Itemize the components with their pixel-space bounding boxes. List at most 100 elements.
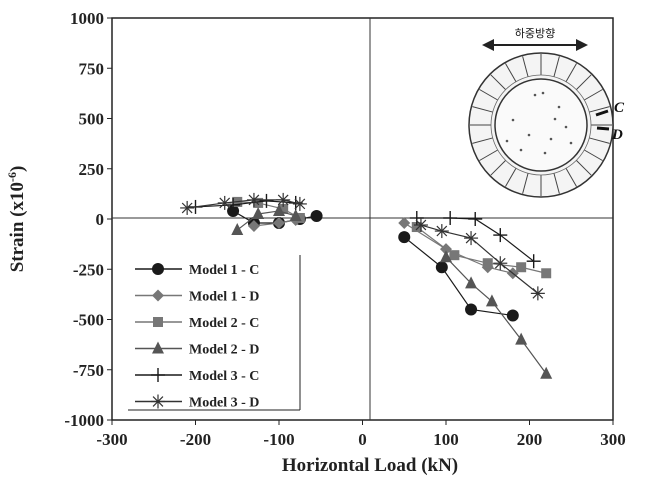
series-6 xyxy=(180,192,545,301)
circle-marker xyxy=(152,263,164,275)
square-marker xyxy=(278,203,289,214)
aggregate-dot xyxy=(557,105,561,109)
aggregate-dot xyxy=(564,125,568,129)
gauge-c-mark xyxy=(595,109,609,117)
triangle-marker xyxy=(485,294,498,307)
ring-divider xyxy=(505,168,517,187)
y-axis-title: Strain (x10-6) xyxy=(5,166,28,273)
y-tick-label: 1000 xyxy=(70,9,104,28)
series-line xyxy=(237,201,301,219)
plus-marker xyxy=(409,210,424,225)
triangle-marker xyxy=(465,276,478,289)
triangle-marker xyxy=(515,332,528,345)
ring-divider xyxy=(576,74,592,90)
square-marker xyxy=(153,317,163,327)
core-aggregate xyxy=(505,91,573,155)
ring-divider xyxy=(584,89,603,101)
ring-divider xyxy=(589,106,610,113)
ring-divider xyxy=(584,149,603,161)
ring-divider xyxy=(553,56,560,77)
series-2 xyxy=(247,214,519,280)
circle-marker xyxy=(310,209,323,222)
aggregate-dot xyxy=(553,117,557,121)
y-tick-label: -500 xyxy=(73,311,104,330)
callout-c: C xyxy=(614,100,625,116)
square-marker xyxy=(541,268,552,279)
diamond-marker xyxy=(398,217,411,230)
plus-marker xyxy=(259,193,274,208)
x-tick-label: 0 xyxy=(358,430,367,449)
legend-label: Model 1 - D xyxy=(189,290,259,305)
y-axis-ticks: 1000 750 500 250 0 -250 -500 -750 -1000 xyxy=(64,9,112,430)
legend-label: Model 1 - C xyxy=(189,263,259,278)
cross-section-inset: 하중방향 C D xyxy=(468,26,625,198)
plus-marker xyxy=(151,368,165,382)
series-line xyxy=(403,236,513,317)
ring-divider xyxy=(553,173,560,194)
legend-label: Model 3 - D xyxy=(189,396,259,411)
square-marker xyxy=(449,250,460,261)
legend-label: Model 3 - C xyxy=(189,369,259,384)
ring-divider xyxy=(565,168,577,187)
triangle-marker xyxy=(440,250,452,263)
ring-divider xyxy=(565,63,577,82)
y-axis-title-exponent: -6 xyxy=(5,172,19,182)
asterisk-marker xyxy=(292,196,307,211)
triangle-marker xyxy=(252,206,265,219)
aggregate-dot xyxy=(543,151,547,155)
y-tick-label: 500 xyxy=(79,110,105,129)
aggregate-dot xyxy=(569,141,573,145)
plus-marker xyxy=(526,254,541,269)
y-axis-title-close: ) xyxy=(7,166,28,172)
x-tick-label: 100 xyxy=(433,430,459,449)
asterisk-marker xyxy=(464,231,479,246)
asterisk-marker xyxy=(151,394,165,409)
arrow-head-right-icon xyxy=(576,39,588,51)
series-line xyxy=(420,224,539,294)
plus-marker xyxy=(493,228,508,243)
asterisk-marker xyxy=(276,192,291,207)
ring-divider xyxy=(589,137,610,144)
ring-divider xyxy=(490,160,506,176)
aggregate-dot xyxy=(511,118,515,122)
x-axis-title: Horizontal Load (kN) xyxy=(282,455,458,476)
asterisk-marker xyxy=(493,256,508,271)
aggregate-dot xyxy=(549,137,553,141)
series-line xyxy=(445,256,547,375)
series-layer xyxy=(180,192,553,379)
circle-marker xyxy=(435,261,448,274)
aggregate-dot xyxy=(541,91,545,95)
ring-divider xyxy=(522,56,529,77)
plus-marker xyxy=(443,210,458,225)
aggregate-dot xyxy=(533,93,537,97)
aggregate-dot xyxy=(519,148,523,152)
diamond-marker xyxy=(247,220,260,233)
inner-core xyxy=(494,78,588,172)
square-marker xyxy=(253,197,264,208)
ring-divider xyxy=(479,149,498,161)
asterisk-marker xyxy=(434,224,449,239)
triangle-marker xyxy=(273,203,285,216)
gauge-d-mark xyxy=(596,126,610,131)
ring-divider xyxy=(490,74,506,90)
ring-divider xyxy=(472,137,493,144)
square-marker xyxy=(411,222,422,233)
y-tick-label: 0 xyxy=(96,210,105,229)
ring-segments xyxy=(470,54,612,196)
series-line xyxy=(236,210,296,231)
legend-label: Model 2 - D xyxy=(189,343,259,358)
x-tick-label: -200 xyxy=(180,430,211,449)
y-axis-title-main: Strain (x10 xyxy=(7,182,28,272)
ring-divider xyxy=(479,89,498,101)
asterisk-marker xyxy=(413,218,428,233)
triangle-marker xyxy=(231,223,244,236)
asterisk-marker xyxy=(530,286,545,301)
square-marker xyxy=(482,258,493,269)
aggregate-dot xyxy=(527,133,531,137)
ring-inner-edge xyxy=(490,74,592,176)
x-tick-label: 200 xyxy=(517,430,543,449)
arrow-head-left-icon xyxy=(482,39,494,51)
legend: Model 1 - C Model 1 - D Model 2 - C Model 2… xyxy=(128,255,301,411)
asterisk-marker xyxy=(217,195,232,210)
